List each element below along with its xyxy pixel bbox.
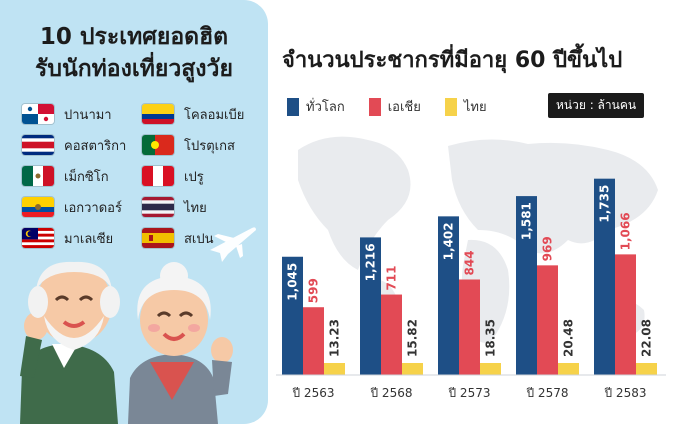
chart-legend: ทั่วโลก เอเชีย ไทย — [287, 96, 511, 117]
bar-label-asia-3: 969 — [541, 236, 555, 261]
bar-label-thai-2: 18.35 — [484, 319, 498, 357]
country-item-ecuador: เอกวาดอร์ — [22, 196, 122, 218]
chart-title: จำนวนประชากรที่มีอายุ 60 ปีขึ้นไป — [282, 48, 623, 73]
country-name: เปรู — [184, 169, 204, 185]
airplane-icon — [210, 227, 256, 262]
bar-asia-1 — [381, 294, 402, 375]
country-item-mexico: เม็กซิโก — [22, 165, 109, 187]
country-item-panama: ปานามา — [22, 103, 112, 125]
country-name: คอสตาริกา — [64, 138, 127, 154]
bar-thai-0 — [324, 363, 345, 375]
bar-label-world-2: 1,402 — [442, 222, 456, 260]
panel-title-line1: 10 ประเทศยอดฮิต — [39, 24, 229, 50]
country-name: เอกวาดอร์ — [64, 200, 122, 216]
bar-thai-1 — [402, 363, 423, 375]
bar-label-asia-2: 844 — [463, 250, 477, 275]
flag-malaysia-icon — [22, 228, 54, 248]
country-item-peru: เปรู — [142, 165, 204, 187]
bar-thai-4 — [636, 363, 657, 375]
x-tick-label: ปี 2583 — [604, 386, 647, 400]
legend-label-thai: ไทย — [463, 100, 487, 115]
unit-badge: หน่วย : ล้านคน — [548, 93, 645, 118]
flag-portugal-icon — [142, 135, 174, 155]
country-item-costa-rica: คอสตาริกา — [22, 134, 126, 156]
bar-thai-3 — [558, 363, 579, 375]
flag-mexico-icon — [22, 166, 54, 186]
bar-label-thai-4: 22.08 — [640, 319, 654, 357]
bar-label-world-3: 1,581 — [520, 202, 534, 240]
country-item-portugal: โปรตุเกส — [142, 134, 235, 156]
flag-colombia-icon — [142, 104, 174, 124]
bar-label-asia-1: 711 — [385, 265, 399, 290]
country-name: ปานามา — [64, 107, 112, 123]
bar-world-3 — [516, 196, 537, 375]
country-name: โคลอมเบีย — [184, 107, 245, 123]
bar-asia-0 — [303, 307, 324, 375]
bar-label-thai-1: 15.82 — [406, 319, 420, 357]
bar-label-thai-0: 13.23 — [328, 319, 342, 357]
x-tick-label: ปี 2573 — [448, 386, 491, 400]
flag-panama-icon — [22, 104, 54, 124]
bar-label-world-4: 1,735 — [598, 185, 612, 223]
bar-label-thai-3: 20.48 — [562, 319, 576, 357]
country-item-malaysia: มาเลเซีย — [22, 227, 113, 249]
country-name: โปรตุเกส — [184, 138, 235, 154]
flag-ecuador-icon — [22, 197, 54, 217]
bar-label-world-1: 1,216 — [364, 243, 378, 281]
country-name: ไทย — [184, 200, 207, 216]
flag-costa-rica-icon — [22, 135, 54, 155]
bar-asia-3 — [537, 265, 558, 375]
flag-spain-icon — [142, 228, 174, 248]
flag-peru-icon — [142, 166, 174, 186]
bar-label-asia-4: 1,066 — [619, 212, 633, 250]
bar-thai-2 — [480, 363, 501, 375]
country-item-thailand: ไทย — [142, 196, 207, 218]
x-tick-label: ปี 2578 — [526, 386, 569, 400]
bar-chart: 1,045 599 13.23 ปี 2563 1,216 711 15.82 ปี 2568… — [276, 136, 666, 400]
legend-item-world: ทั่วโลก — [287, 96, 345, 117]
country-item-colombia: โคลอมเบีย — [142, 103, 244, 125]
country-name: มาเลเซีย — [64, 231, 114, 247]
bar-world-1 — [360, 237, 381, 375]
bar-world-0 — [282, 256, 303, 375]
legend-swatch-asia — [368, 97, 381, 116]
country-item-spain: สเปน — [142, 227, 214, 249]
legend-label-asia: เอเชีย — [387, 100, 421, 115]
bar-asia-2 — [459, 279, 480, 375]
legend-label-world: ทั่วโลก — [306, 100, 345, 115]
legend-item-asia: เอเชีย — [368, 96, 421, 117]
country-name: สเปน — [184, 231, 214, 247]
country-name: เม็กซิโก — [64, 169, 109, 185]
bar-asia-4 — [615, 254, 636, 375]
legend-item-thai: ไทย — [444, 96, 487, 117]
elderly-couple-illustration — [20, 261, 233, 424]
bar-label-world-0: 1,045 — [286, 263, 300, 301]
bar-world-2 — [438, 216, 459, 375]
panel-title-line2: รับนักท่องเที่ยวสูงวัย — [35, 56, 233, 82]
x-tick-label: ปี 2563 — [292, 386, 335, 400]
flag-thailand-icon — [142, 197, 174, 217]
bar-world-4 — [594, 178, 615, 375]
legend-swatch-world — [287, 97, 299, 116]
left-info-panel: 10 ประเทศยอดฮิต รับนักท่องเที่ยวสูงวัย ป… — [0, 0, 268, 424]
legend-swatch-thai — [444, 97, 457, 116]
x-tick-label: ปี 2568 — [370, 386, 413, 400]
bar-label-asia-0: 599 — [307, 278, 321, 303]
